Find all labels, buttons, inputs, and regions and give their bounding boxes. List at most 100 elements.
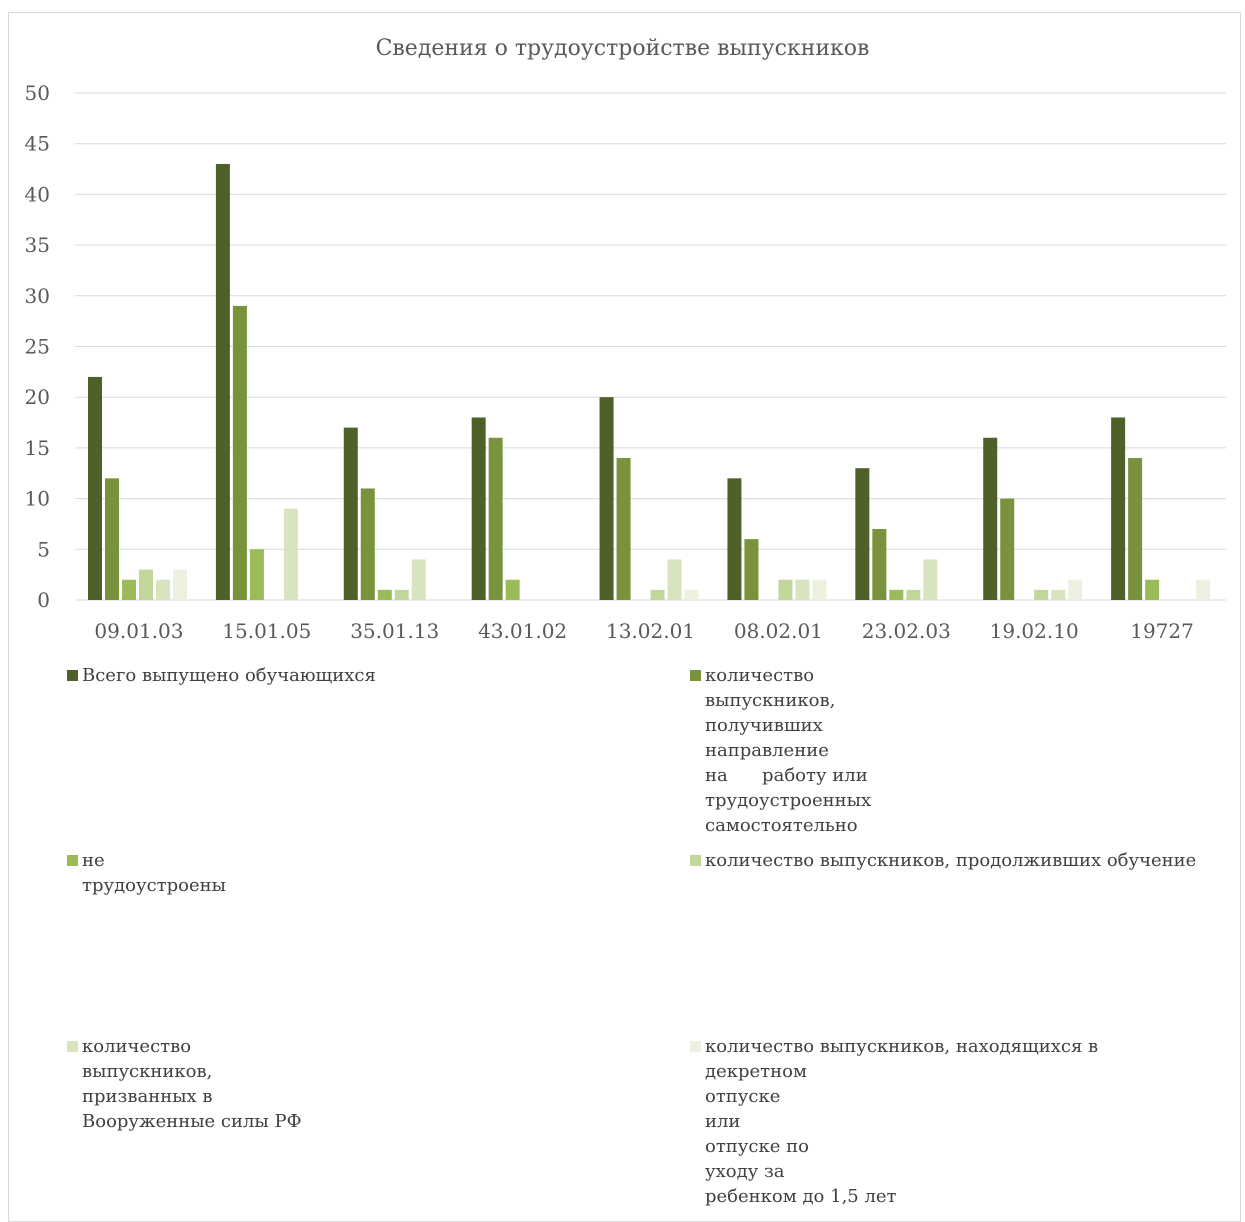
bar (411, 559, 426, 600)
bar (616, 458, 631, 600)
legend-item: количество выпускников, находящихся в дек… (690, 1034, 1098, 1209)
bar (360, 488, 375, 600)
bar (88, 376, 102, 600)
legend-label-line: выпускников, (705, 690, 836, 711)
legend-swatch (690, 855, 701, 866)
legend-label-line: количество (705, 665, 815, 686)
legend-label-line: количество выпускников, продолживших обу… (705, 850, 1197, 871)
legend-item: количество выпускников, продолживших обу… (690, 848, 1196, 873)
legend-label-line: направление (705, 740, 829, 761)
legend-label: Всего выпущено обучающихся (82, 663, 376, 688)
bar (889, 589, 904, 600)
y-tick-label: 20 (25, 385, 50, 409)
legend-label: количество выпускников, получивших направле… (705, 663, 871, 838)
legend-label-line: ребенком до 1,5 лет (705, 1186, 897, 1207)
x-tick-label: 19727 (1130, 619, 1194, 643)
bar (283, 508, 298, 600)
legend-label-line: Всего выпущено обучающихся (82, 665, 376, 686)
legend-label-line: призванных в (82, 1086, 213, 1107)
bar (1128, 458, 1143, 600)
legend-swatch (690, 1041, 701, 1052)
bar (1111, 417, 1126, 600)
bar (1068, 579, 1083, 600)
y-tick-label: 25 (25, 335, 50, 359)
y-tick-label: 0 (37, 588, 50, 612)
bar (249, 549, 264, 600)
bar (906, 589, 921, 600)
bar (471, 417, 486, 600)
bar (173, 569, 187, 600)
x-tick-label: 15.01.05 (222, 619, 311, 643)
legend-label-line: уходу за (705, 1161, 785, 1182)
bar (599, 397, 614, 600)
bar (156, 579, 170, 600)
bar (795, 579, 810, 600)
legend-item: Всего выпущено обучающихся (67, 663, 376, 688)
bar (684, 589, 699, 600)
legend-label-line: декретном (705, 1061, 807, 1082)
y-tick-label: 10 (25, 487, 50, 511)
legend-label-line: отпуске по (705, 1136, 809, 1157)
bar (855, 468, 870, 600)
bar (667, 559, 682, 600)
bar (983, 437, 998, 600)
bar (139, 569, 153, 600)
legend-swatch (67, 670, 78, 681)
bar (1000, 498, 1015, 600)
legend-label-line: выпускников, (82, 1061, 213, 1082)
legend-label-line: трудоустроены (82, 875, 226, 896)
bar (505, 579, 520, 600)
bar (727, 478, 742, 600)
legend-label-line: самостоятельно (705, 815, 858, 836)
bar (394, 589, 409, 600)
bar (744, 539, 759, 600)
y-tick-label: 15 (25, 436, 50, 460)
bar (923, 559, 938, 600)
bar (215, 163, 230, 601)
bar (343, 427, 358, 600)
y-tick-label: 45 (25, 132, 50, 156)
chart-plot: 0 5 10 15 20 25 30 35 40 45 50 09.01.03 15.01.05 35.0… (25, 81, 1226, 643)
x-tick-label: 09.01.03 (94, 619, 183, 643)
legend-label: количество выпускников, призванных в Вооруж… (82, 1034, 302, 1134)
bar (105, 478, 119, 600)
x-tick-label: 35.01.13 (350, 619, 439, 643)
legend-label-line: количество (82, 1036, 192, 1057)
legend-label-line: на работу или (705, 765, 868, 786)
bar (650, 589, 665, 600)
y-tick-label: 40 (25, 182, 50, 206)
y-tick-label: 35 (25, 233, 50, 257)
x-tick-label: 13.02.01 (606, 619, 695, 643)
legend-swatch (67, 1041, 78, 1052)
legend-label-line: количество выпускников, находящихся в (705, 1036, 1099, 1057)
bar (377, 589, 392, 600)
legend-label-line: Вооруженные силы РФ (82, 1111, 302, 1132)
legend-label-line: получивших (705, 715, 823, 736)
legend-item: не трудоустроены (67, 848, 226, 898)
x-tick-label: 19.02.10 (990, 619, 1079, 643)
legend-item: количество выпускников, призванных в Вооруж… (67, 1034, 302, 1134)
legend-swatch (67, 855, 78, 866)
legend-label: количество выпускников, продолживших обу… (705, 848, 1196, 873)
x-tick-label: 23.02.03 (862, 619, 951, 643)
chart-title: Сведения о трудоустройстве выпускников (375, 36, 870, 61)
legend-label-line: трудоустроенных (705, 790, 872, 811)
x-tick-label: 43.01.02 (478, 619, 567, 643)
x-tick-label: 08.02.01 (734, 619, 823, 643)
legend-label: не трудоустроены (82, 848, 226, 898)
y-tick-label: 50 (25, 81, 50, 105)
bar (812, 579, 827, 600)
legend-swatch (690, 670, 701, 681)
legend-item: количество выпускников, получивших направле… (690, 663, 871, 838)
legend-label: количество выпускников, находящихся в дек… (705, 1034, 1098, 1209)
legend-label-line: не (82, 850, 105, 871)
bar (488, 437, 503, 600)
bar (1145, 579, 1160, 600)
legend-label-line: отпуске (705, 1086, 781, 1107)
legend-label-line: или (705, 1111, 741, 1132)
bar (232, 305, 247, 600)
y-tick-label: 5 (37, 537, 50, 561)
bar (122, 579, 136, 600)
bar (872, 529, 887, 600)
bar (1196, 579, 1211, 600)
